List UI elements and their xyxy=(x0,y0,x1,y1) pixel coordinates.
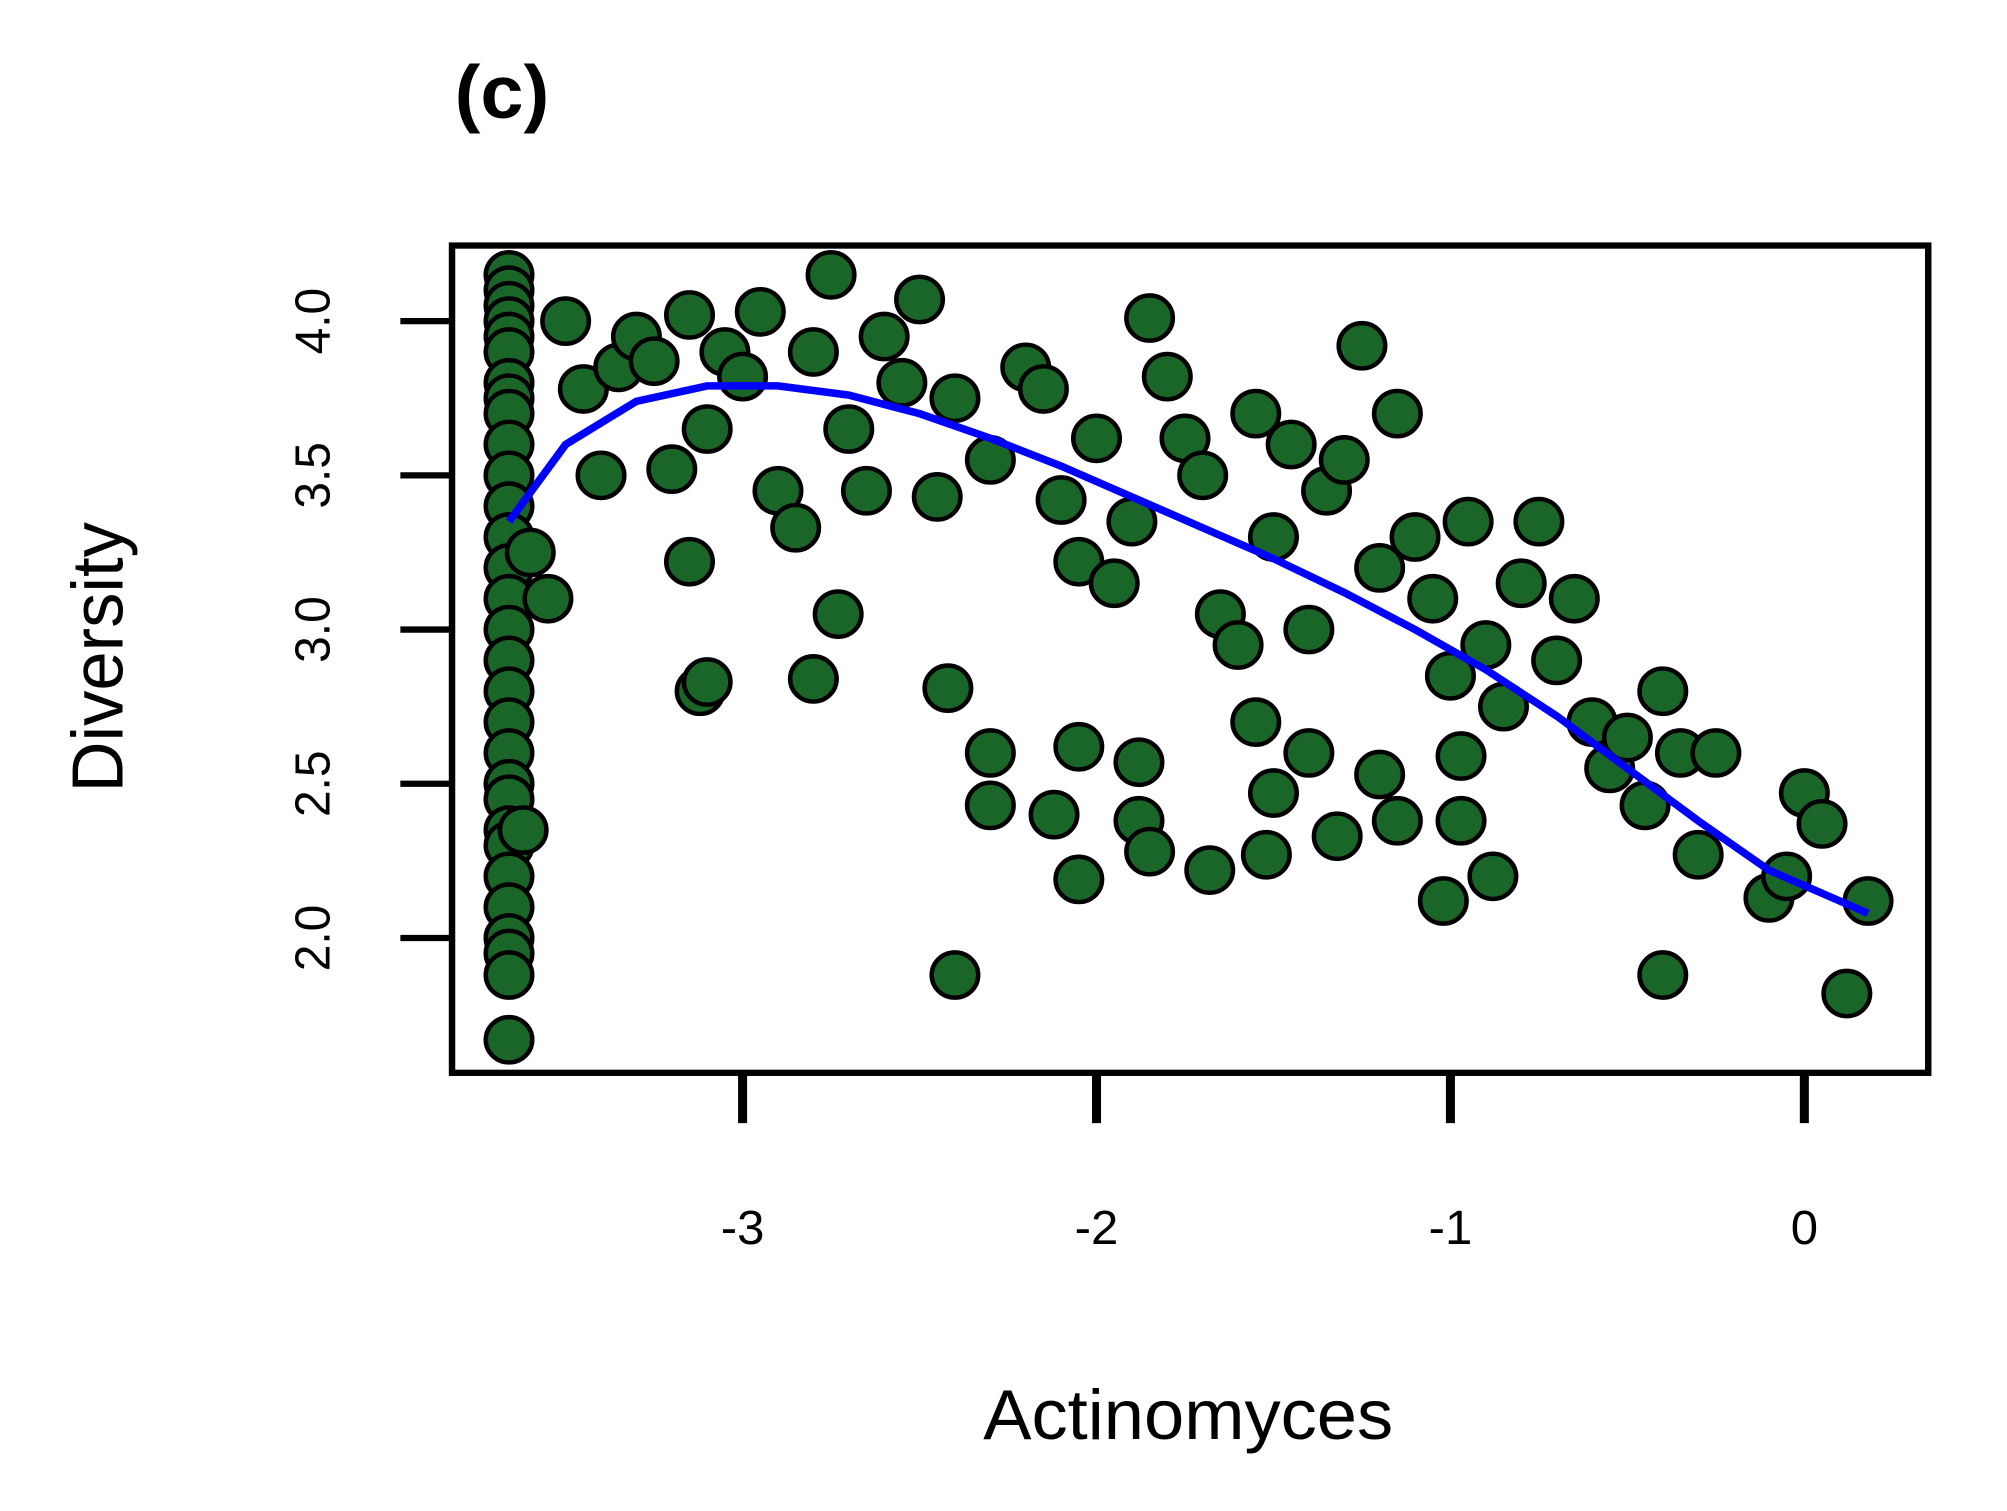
point xyxy=(1230,697,1282,747)
y-tick-label: 4.0 xyxy=(286,288,341,355)
point xyxy=(575,450,627,501)
point xyxy=(522,573,574,624)
point xyxy=(770,502,822,553)
point xyxy=(1265,419,1317,470)
point xyxy=(681,404,733,454)
point xyxy=(1113,737,1165,788)
point xyxy=(483,1014,535,1065)
point xyxy=(1601,712,1653,763)
point xyxy=(1672,829,1724,880)
point xyxy=(1336,320,1388,371)
plot-area xyxy=(483,249,1894,1065)
point xyxy=(1071,413,1123,464)
point xyxy=(894,274,946,325)
y-tick-label: 2.5 xyxy=(286,751,341,818)
point xyxy=(1247,768,1299,818)
point xyxy=(929,373,981,424)
point xyxy=(504,527,556,578)
point xyxy=(1417,876,1469,926)
x-tick-label: -1 xyxy=(1429,1202,1473,1255)
y-axis-label: Diversity xyxy=(58,522,139,793)
point xyxy=(1053,721,1105,772)
point xyxy=(1407,573,1459,624)
point xyxy=(1124,293,1176,343)
point xyxy=(1354,543,1406,593)
point xyxy=(1318,435,1370,485)
point xyxy=(787,654,839,704)
x-tick-label: -3 xyxy=(721,1202,765,1255)
y-tick-label: 3.5 xyxy=(286,442,341,509)
point xyxy=(628,336,680,387)
point xyxy=(1637,950,1689,1000)
point xyxy=(497,805,549,855)
y-tick-label: 3.0 xyxy=(286,596,341,662)
point xyxy=(1371,388,1423,439)
point xyxy=(1053,854,1105,905)
point xyxy=(1184,845,1236,896)
point xyxy=(1371,795,1423,846)
point xyxy=(1435,795,1487,846)
x-axis-label: Actinomyces xyxy=(983,1376,1393,1455)
point xyxy=(1240,829,1292,880)
point xyxy=(663,290,716,340)
point xyxy=(540,296,592,346)
point xyxy=(805,249,857,300)
point xyxy=(1531,635,1583,686)
point xyxy=(1311,811,1363,862)
point xyxy=(1435,731,1487,781)
point xyxy=(922,663,974,714)
point xyxy=(1842,876,1894,926)
point xyxy=(787,327,839,377)
point xyxy=(1821,968,1873,1019)
point xyxy=(1212,620,1264,670)
point xyxy=(1035,475,1087,525)
point xyxy=(1177,450,1229,501)
point xyxy=(1283,728,1335,778)
point xyxy=(734,286,786,337)
point xyxy=(812,589,864,640)
point xyxy=(663,536,716,587)
point xyxy=(929,950,981,1000)
point xyxy=(1230,388,1282,439)
chart-title: (c) xyxy=(455,51,550,135)
point xyxy=(1088,558,1140,609)
point xyxy=(1442,496,1494,547)
point xyxy=(964,780,1016,831)
x-tick-label: -2 xyxy=(1075,1202,1119,1255)
fit-line xyxy=(505,382,1870,917)
point xyxy=(1796,799,1848,849)
point xyxy=(964,728,1016,778)
point xyxy=(1389,512,1441,562)
x-tick-label: 0 xyxy=(1791,1202,1818,1255)
point xyxy=(1548,573,1600,624)
point xyxy=(646,444,698,495)
point xyxy=(1513,496,1565,547)
y-tick-label: 2.0 xyxy=(286,905,341,971)
point xyxy=(1467,851,1519,902)
point xyxy=(858,311,910,362)
point xyxy=(876,357,928,408)
point xyxy=(717,351,769,402)
point xyxy=(1124,826,1176,877)
point xyxy=(911,472,963,522)
point xyxy=(681,657,733,707)
point xyxy=(1028,789,1080,840)
point xyxy=(1017,364,1069,414)
point xyxy=(1141,351,1193,402)
point xyxy=(1283,604,1335,655)
point xyxy=(1637,666,1689,717)
point xyxy=(1354,749,1406,800)
point xyxy=(1690,728,1742,778)
point xyxy=(823,404,875,454)
point xyxy=(1495,558,1547,609)
plot-frame xyxy=(448,242,1932,1076)
point xyxy=(840,465,892,516)
point xyxy=(483,950,535,1000)
